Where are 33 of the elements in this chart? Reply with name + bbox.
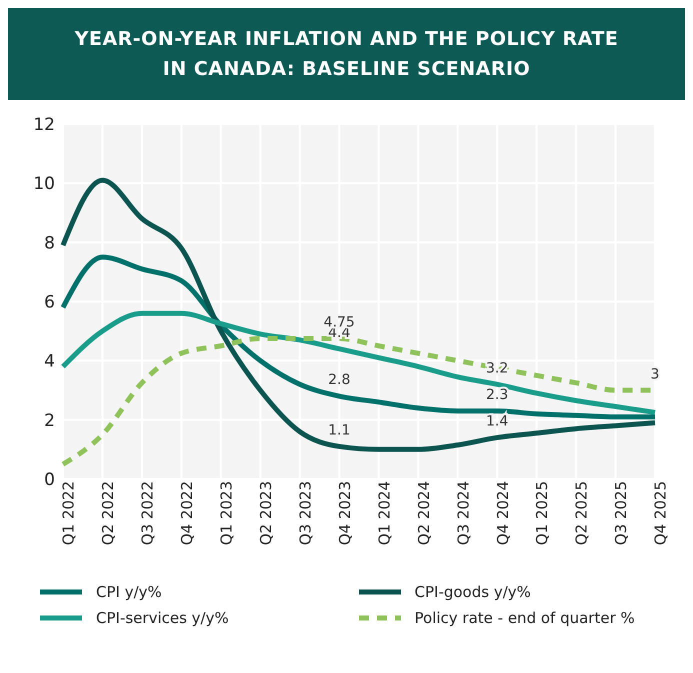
x-tick-label: Q3 2023: [296, 481, 314, 546]
x-tick-label: Q2 2024: [414, 481, 433, 546]
y-tick-label: 10: [33, 174, 55, 194]
x-tick-label: Q3 2024: [454, 481, 472, 546]
chart-title: YEAR-ON-YEAR INFLATION AND THE POLICY RATE IN CANADA: BASELINE SCENARIO: [8, 8, 685, 100]
legend-label: CPI-goods y/y%: [414, 583, 531, 601]
x-tick-label: Q4 2023: [336, 481, 354, 546]
y-tick-label: 2: [44, 410, 55, 431]
x-tick-label: Q1 2024: [375, 481, 394, 546]
y-tick-label: 4: [44, 352, 55, 372]
legend-label: CPI-services y/y%: [96, 609, 229, 627]
y-tick-label: 6: [44, 292, 55, 313]
y-tick-label: 8: [44, 233, 55, 254]
x-tick-label: Q1 2025: [533, 481, 552, 546]
data-label: 1.1: [328, 422, 350, 438]
legend-label: Policy rate - end of quarter %: [414, 609, 635, 627]
x-tick-label: Q4 2022: [178, 481, 196, 546]
x-tick-label: Q1 2023: [218, 481, 236, 546]
x-tick-label: Q4 2025: [652, 481, 670, 546]
x-tick-label: Q1 2022: [60, 481, 78, 546]
x-tick-label: Q3 2022: [138, 481, 157, 546]
x-tick-label: Q4 2024: [494, 481, 512, 546]
legend-label: CPI y/y%: [96, 583, 162, 601]
x-tick-label: Q3 2025: [612, 481, 630, 546]
data-label: 3: [650, 366, 660, 382]
data-label: 2.3: [486, 386, 508, 403]
x-tick-label: Q2 2025: [572, 481, 591, 546]
data-label: 2.8: [328, 372, 350, 388]
data-label: 1.4: [486, 414, 508, 430]
y-tick-label: 12: [33, 115, 55, 136]
x-tick-label: Q2 2022: [99, 481, 118, 546]
y-tick-label: 0: [44, 470, 55, 490]
x-tick-label: Q2 2023: [256, 481, 275, 546]
